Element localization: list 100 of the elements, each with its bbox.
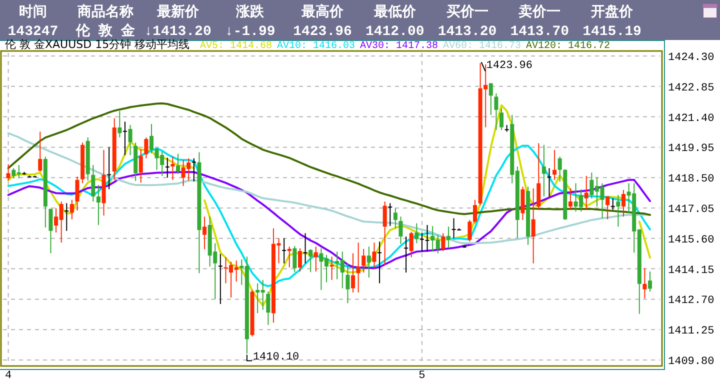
- category-label: 商品名称: [76, 3, 134, 20]
- candlestick: [128, 124, 132, 156]
- category-label: 时间: [19, 4, 47, 20]
- candlestick: [351, 252, 356, 293]
- candlestick: [547, 168, 552, 197]
- candlestick: [266, 291, 270, 326]
- candlestick: [218, 253, 222, 305]
- text: AV10: 1416.03: [277, 41, 356, 52]
- candlestick: [409, 231, 414, 258]
- candlestick: [138, 148, 143, 184]
- text: 1423.96: [293, 24, 352, 40]
- text: ↓-1.99: [224, 24, 276, 40]
- y-tick-label: 1417.05: [668, 204, 714, 216]
- candlestick: [388, 202, 392, 227]
- candlestick: [420, 232, 424, 252]
- category-label: 涨跌: [235, 4, 266, 20]
- category-label: 开盘价: [590, 4, 634, 20]
- candlestick: [308, 248, 313, 273]
- candlestick: [648, 271, 652, 292]
- candlestick: [494, 92, 498, 131]
- candlestick: [558, 156, 562, 182]
- candlestick: [606, 196, 610, 220]
- candlestick: [314, 246, 318, 272]
- text: AV120: 1416.72: [526, 41, 610, 52]
- candlestick: [488, 82, 493, 116]
- candlestick: [398, 216, 403, 244]
- x-tick-label: 4: [4, 370, 12, 380]
- candlestick: [568, 188, 572, 210]
- candlestick: [118, 110, 122, 138]
- candlestick: [287, 246, 292, 268]
- text: 143247: [8, 24, 58, 40]
- candlestick: [282, 238, 286, 264]
- x-tick-label: 5: [418, 370, 426, 380]
- candlestick: [176, 153, 180, 174]
- y-tick-label: 1411.25: [668, 326, 714, 338]
- candlestick: [165, 157, 170, 178]
- y-tick-label: 1419.95: [668, 143, 714, 156]
- candlestick: [542, 144, 546, 197]
- candlestick: [531, 188, 536, 264]
- candlestick: [520, 186, 525, 220]
- category-label: 卖价一: [518, 4, 561, 20]
- candlestick: [404, 236, 408, 274]
- candlestick: [91, 164, 96, 202]
- candlestick: [472, 199, 477, 224]
- text: AV60: 1416.73: [443, 41, 522, 52]
- candlestick: [500, 108, 504, 131]
- chart-title: 伦 敦 金XAUUSD 15分钟 移动平均线: [5, 38, 190, 51]
- candlestick: [362, 248, 366, 274]
- candlestick: [414, 222, 419, 244]
- candlestick: [6, 164, 10, 182]
- candlestick: [610, 198, 615, 210]
- candlestick: [330, 256, 334, 280]
- candlestick: [584, 175, 588, 210]
- candlestick: [382, 201, 387, 266]
- candlestick: [107, 146, 112, 190]
- candlestick: [372, 242, 376, 269]
- text: AV30: 1417.38: [360, 41, 438, 52]
- y-tick-label: 1418.50: [668, 174, 714, 186]
- candlestick: [38, 131, 42, 172]
- candlestick: [122, 121, 127, 156]
- candlestick: [48, 208, 53, 254]
- text: 1413.70: [510, 24, 570, 40]
- candlestick: [64, 202, 69, 232]
- category-label: 最新价: [156, 3, 200, 20]
- candlestick: [144, 136, 148, 159]
- category-label: 最高价: [300, 3, 344, 20]
- y-tick-label: 1422.85: [668, 82, 714, 94]
- candlestick: [425, 224, 430, 252]
- candlestick: [292, 245, 297, 273]
- text: 1412.00: [365, 24, 424, 40]
- candlestick: [366, 246, 371, 278]
- candlestick: [75, 176, 80, 212]
- y-tick-label: 1414.15: [668, 264, 714, 277]
- candlestick: [378, 241, 382, 284]
- y-tick-label: 1412.70: [668, 295, 714, 308]
- candlestick: [468, 219, 472, 242]
- candlestick: [96, 184, 100, 226]
- candlestick: [642, 268, 647, 299]
- y-tick-label: 1421.40: [668, 112, 714, 125]
- candlestick: [441, 232, 446, 252]
- category-label: 最低价: [372, 4, 417, 20]
- annotation: 1423.96: [486, 60, 533, 72]
- candlestick: [446, 226, 450, 249]
- candlestick: [192, 158, 196, 182]
- y-tick-label: 1409.80: [668, 356, 714, 368]
- text: AV5: 1414.68: [200, 41, 272, 52]
- candlestick: [170, 156, 175, 180]
- candlestick: [303, 232, 308, 264]
- candlestick: [536, 142, 541, 210]
- candlestick: [621, 189, 626, 218]
- candlestick: [70, 199, 74, 220]
- candlestick: [298, 248, 302, 272]
- text: 伦 敦 金: [76, 24, 135, 40]
- candlestick: [552, 149, 557, 180]
- text: ↓1413.20: [144, 24, 212, 40]
- category-label: 买价一: [446, 4, 488, 20]
- candlestick: [202, 216, 207, 250]
- candlestick: [616, 194, 620, 228]
- candlestick: [393, 208, 398, 229]
- y-tick-label: 1424.30: [668, 52, 714, 64]
